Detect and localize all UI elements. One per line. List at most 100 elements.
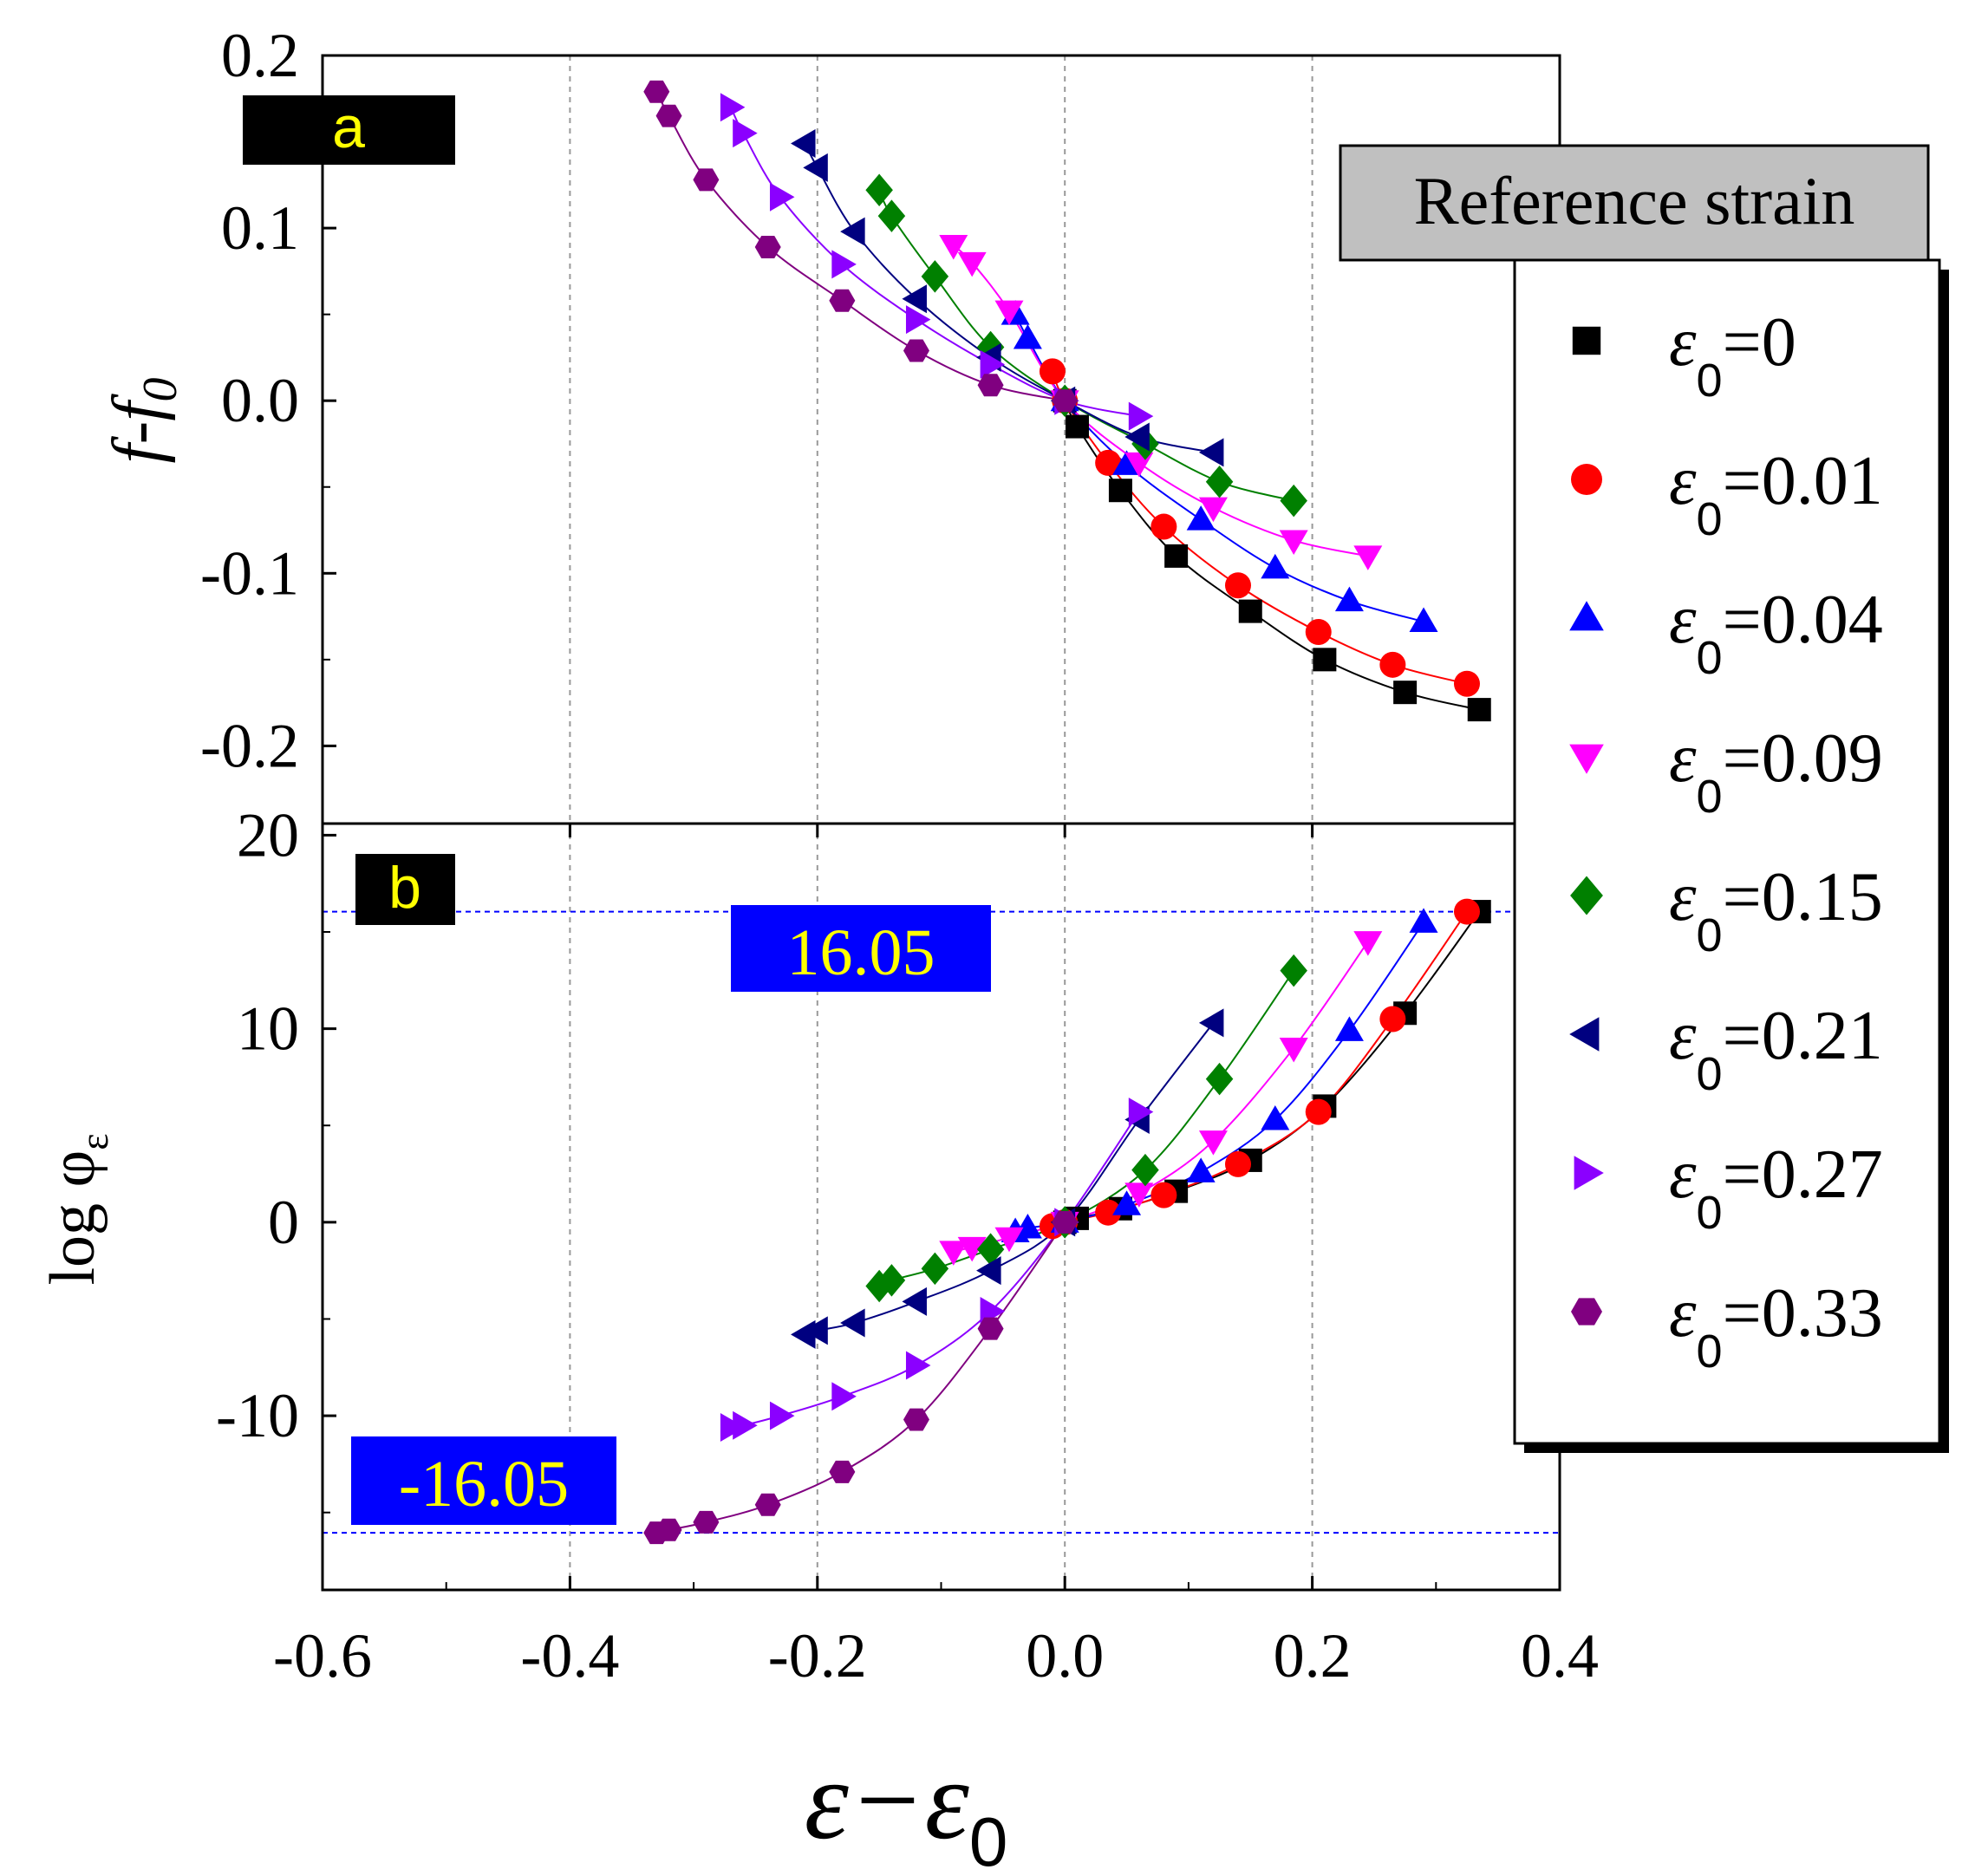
x-tick-label: -0.2 bbox=[768, 1621, 867, 1690]
legend-box bbox=[1513, 258, 1941, 1445]
data-point-s6-p4 bbox=[905, 305, 931, 335]
data-point-s7-p4 bbox=[829, 289, 856, 312]
data-point-s6-p1 bbox=[733, 119, 758, 148]
y-tick-label: 10 bbox=[237, 994, 299, 1064]
data-point-s5-p3 bbox=[902, 1286, 927, 1316]
legend-label-1: ε0=0.01 bbox=[1669, 443, 1883, 545]
data-point-s7-p1 bbox=[655, 104, 682, 127]
gridlines-a bbox=[569, 55, 1313, 824]
panel-b: 20 10 0 -10 b log φε 16.05 -16.05 bbox=[37, 800, 1560, 1590]
data-point-s2-p4 bbox=[1186, 1157, 1216, 1182]
data-point-s1-p7 bbox=[1453, 898, 1480, 925]
x-tick-label: -0.4 bbox=[520, 1621, 619, 1690]
legend-marker-6 bbox=[1574, 1156, 1604, 1190]
y-axis-label-a: f-f0 bbox=[100, 377, 187, 463]
data-point-s7-p5 bbox=[903, 1408, 929, 1431]
data-point-s7-p2 bbox=[693, 1510, 720, 1534]
data-point-s7-p2 bbox=[693, 168, 720, 192]
data-point-s1-p5 bbox=[1305, 618, 1332, 645]
data-point-s1-p6 bbox=[1379, 1006, 1406, 1032]
data-point-s6-p3 bbox=[831, 1382, 857, 1411]
data-point-s2-p6 bbox=[1334, 1016, 1364, 1041]
y-tick-label: 0.0 bbox=[221, 366, 299, 435]
data-point-s4-p6 bbox=[1205, 1062, 1234, 1096]
data-point-s3-p4 bbox=[1124, 1182, 1154, 1208]
data-point-s6-p7 bbox=[1128, 1098, 1154, 1127]
legend-label-5: ε0=0.21 bbox=[1669, 998, 1883, 1100]
fit-curve-series-2 bbox=[1014, 314, 1424, 623]
x-tick-label: 0.4 bbox=[1521, 1621, 1599, 1690]
x-axis-label: ε−ε0 bbox=[805, 1738, 1008, 1876]
data-point-s7-p4 bbox=[829, 1460, 856, 1483]
data-point-s0-p5 bbox=[1313, 648, 1337, 672]
legend-marker-2 bbox=[1569, 601, 1604, 631]
data-points-a bbox=[643, 80, 1491, 722]
data-point-s1-p0 bbox=[1039, 358, 1066, 385]
data-point-s5-p0 bbox=[791, 129, 816, 159]
legend-label-7: ε0=0.33 bbox=[1669, 1275, 1883, 1378]
data-point-s7-p6 bbox=[977, 374, 1004, 397]
data-point-s6-p0 bbox=[720, 1412, 746, 1442]
data-point-s2-p6 bbox=[1334, 586, 1364, 612]
y-axis-b: 20 10 0 -10 bbox=[216, 800, 1560, 1514]
reference-lines-b bbox=[323, 910, 1560, 1534]
data-point-s7-p0 bbox=[643, 80, 670, 103]
data-point-s5-p7 bbox=[1198, 438, 1224, 467]
fit-curve-series-5 bbox=[805, 1022, 1215, 1336]
data-point-s2-p3 bbox=[1112, 1190, 1142, 1215]
legend-marker-5 bbox=[1569, 1017, 1600, 1052]
x-axis: -0.6 -0.4 -0.2 0.0 0.2 0.4 bbox=[273, 824, 1599, 1690]
x-tick-label: 0.0 bbox=[1026, 1621, 1104, 1690]
legend-marker-0 bbox=[1572, 326, 1601, 355]
data-point-s4-p7 bbox=[1280, 954, 1307, 987]
fit-curve-series-4 bbox=[878, 970, 1295, 1287]
data-points-b bbox=[643, 898, 1491, 1545]
data-point-s7-p5 bbox=[903, 339, 929, 362]
data-point-s1-p2 bbox=[1095, 449, 1122, 476]
data-point-s0-p1 bbox=[1065, 414, 1089, 439]
data-point-s7-p3 bbox=[754, 1493, 781, 1516]
data-point-s4-p1 bbox=[877, 1264, 906, 1297]
fit-curve-series-7 bbox=[655, 91, 1066, 402]
legend-marker-1 bbox=[1571, 464, 1602, 495]
x-tick-label: 0.2 bbox=[1274, 1621, 1352, 1690]
data-point-s3-p6 bbox=[1279, 530, 1308, 555]
legend-marker-3 bbox=[1569, 744, 1604, 774]
data-point-s4-p0 bbox=[865, 173, 893, 207]
y-tick-label: -0.1 bbox=[200, 538, 299, 608]
legend-title: Reference strain bbox=[1414, 163, 1855, 238]
data-point-s3-p6 bbox=[1279, 1037, 1308, 1063]
fit-curve-series-0 bbox=[1064, 400, 1480, 711]
data-point-s5-p2 bbox=[840, 217, 865, 246]
data-point-s3-p5 bbox=[1198, 497, 1228, 523]
data-point-s4-p5 bbox=[1131, 1153, 1159, 1187]
data-point-s1-p2 bbox=[1095, 1199, 1122, 1226]
data-point-s3-p0 bbox=[939, 235, 968, 260]
data-point-s7-p1 bbox=[655, 1518, 682, 1541]
data-point-s2-p4 bbox=[1186, 505, 1216, 531]
data-point-s5-p2 bbox=[840, 1308, 865, 1338]
y-tick-label: 20 bbox=[237, 800, 299, 870]
data-point-s1-p3 bbox=[1150, 1182, 1177, 1208]
data-point-s6-p2 bbox=[769, 182, 795, 212]
panel-label-a-box bbox=[243, 95, 455, 165]
data-point-s6-p2 bbox=[769, 1401, 795, 1430]
y-tick-label: 0.1 bbox=[221, 193, 299, 263]
data-point-s7-p6 bbox=[977, 1317, 1004, 1340]
y-axis-label-b: log φε bbox=[37, 1133, 116, 1285]
legend-title-box bbox=[1339, 144, 1930, 262]
y-tick-label: 0.2 bbox=[221, 21, 299, 90]
y-tick-label: -10 bbox=[216, 1381, 299, 1450]
data-point-s1-p4 bbox=[1224, 1150, 1251, 1177]
annotation-upper-box bbox=[731, 905, 991, 992]
y-tick-label: -0.2 bbox=[200, 711, 299, 780]
legend-label-2: ε0=0.04 bbox=[1669, 582, 1883, 684]
fit-curve-series-0 bbox=[1064, 910, 1481, 1223]
x-tick-label: -0.6 bbox=[273, 1621, 372, 1690]
data-point-s5-p1 bbox=[803, 153, 828, 182]
legend-marker-4 bbox=[1570, 876, 1603, 915]
fit-curve-series-1 bbox=[1052, 911, 1468, 1228]
data-point-s1-p4 bbox=[1224, 572, 1251, 599]
data-point-s1-p5 bbox=[1305, 1098, 1332, 1125]
legend: Reference strain ε0=0 ε0=0.01 ε0=0.04 ε0=0.… bbox=[1339, 144, 1949, 1453]
